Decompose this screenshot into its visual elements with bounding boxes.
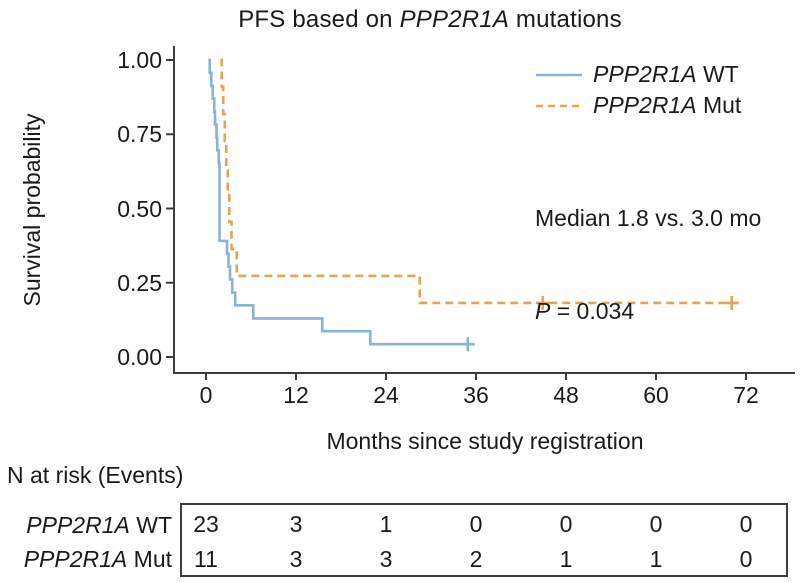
risk-value: 3: [379, 546, 393, 572]
risk-gene-wt: PPP2R1A: [26, 512, 130, 538]
title-gene: PPP2R1A: [399, 6, 510, 33]
risk-suffix-mut: Mut: [127, 546, 172, 572]
pvalue-text: P = 0.034: [535, 296, 761, 327]
km-curve-mut: [220, 58, 732, 305]
risk-gene-mut: PPP2R1A: [23, 546, 128, 572]
risk-table-heading: N at risk (Events): [7, 462, 184, 488]
legend: PPP2R1A WT PPP2R1A Mut: [535, 59, 741, 121]
risk-row-label-wt: PPP2R1A WT: [0, 512, 172, 538]
legend-label-mut: PPP2R1A Mut: [593, 92, 741, 119]
y-tick-label: 0.00: [117, 344, 162, 370]
legend-line-wt-icon: [536, 73, 582, 76]
x-tick-label: 24: [373, 382, 399, 408]
km-curve-wt: [208, 58, 468, 346]
risk-value: 0: [649, 511, 663, 537]
risk-value: 0: [469, 511, 483, 537]
legend-line-mut-icon: [536, 104, 582, 107]
risk-value: 0: [559, 511, 573, 537]
legend-suffix-mut: Mut: [696, 92, 742, 118]
chart-title: PFS based on PPP2R1A mutations: [60, 6, 800, 34]
y-tick-label: 1.00: [117, 47, 162, 73]
pvalue-number: = 0.034: [550, 298, 635, 324]
risk-value: 1: [559, 546, 573, 572]
y-tick-label: 0.75: [117, 121, 162, 148]
risk-suffix-wt: WT: [129, 512, 172, 538]
km-plot: [166, 46, 795, 380]
legend-gene-mut: PPP2R1A: [593, 92, 697, 118]
annotation-block: Median 1.8 vs. 3.0 mo P = 0.034: [535, 141, 761, 389]
risk-value: 1: [649, 546, 663, 572]
x-tick-label: 36: [463, 382, 489, 408]
risk-value: 3: [289, 511, 303, 537]
x-tick-label: 60: [643, 382, 669, 408]
title-suffix: mutations: [509, 6, 622, 33]
risk-value: 23: [193, 511, 219, 537]
x-tick-label: 0: [199, 382, 213, 408]
risk-value: 3: [289, 546, 303, 572]
x-tick-label: 48: [553, 382, 579, 408]
title-prefix: PFS based on: [238, 6, 400, 33]
risk-table-box: [180, 503, 788, 577]
pvalue-symbol: P: [535, 298, 551, 324]
legend-item-wt: PPP2R1A WT: [535, 59, 741, 90]
y-tick-label: 0.25: [117, 269, 162, 296]
risk-value: 11: [194, 546, 218, 572]
legend-label-wt: PPP2R1A WT: [593, 61, 739, 88]
x-tick-label: 72: [733, 382, 759, 408]
legend-suffix-wt: WT: [696, 61, 739, 87]
legend-item-mut: PPP2R1A Mut: [535, 90, 741, 121]
risk-row-label-mut: PPP2R1A Mut: [0, 546, 172, 572]
risk-value: 0: [739, 511, 753, 537]
y-tick-label: 0.50: [117, 195, 162, 222]
legend-gene-wt: PPP2R1A: [593, 61, 697, 87]
x-tick-label: 12: [283, 382, 309, 408]
median-text: Median 1.8 vs. 3.0 mo: [535, 205, 762, 231]
y-axis-label: Survival probability: [19, 113, 45, 307]
risk-value: 2: [469, 546, 483, 572]
x-axis-label: Months since study registration: [326, 428, 644, 454]
risk-value: 0: [739, 546, 753, 572]
risk-value: 1: [379, 511, 393, 537]
